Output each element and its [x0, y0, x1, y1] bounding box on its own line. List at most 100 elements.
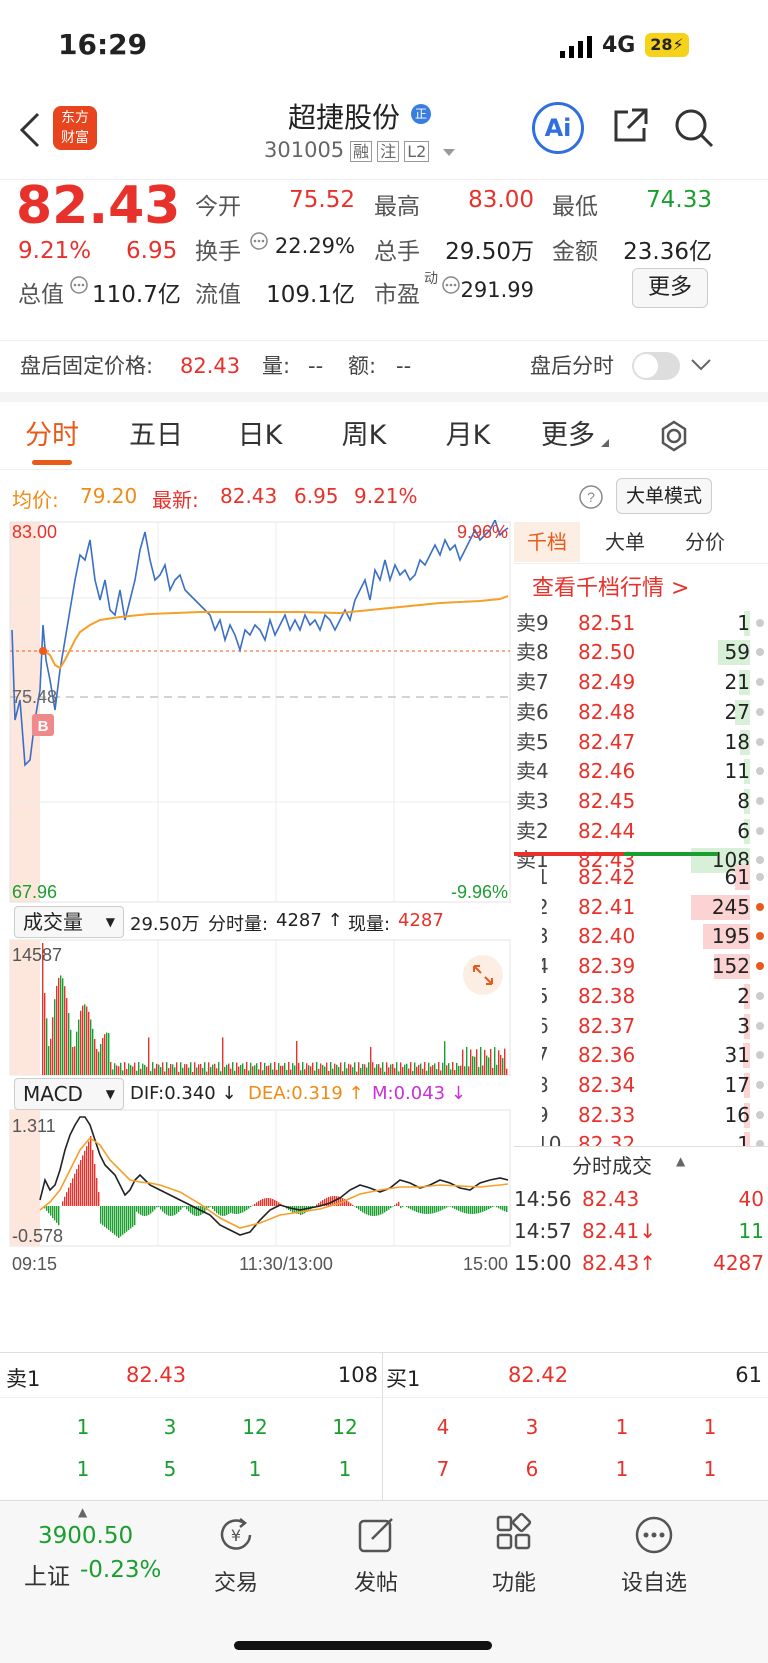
- macd-bar: [134, 1206, 136, 1226]
- chevron-down-icon[interactable]: [690, 357, 712, 373]
- ai-button[interactable]: Ai: [532, 102, 584, 154]
- macd-bar: [108, 1206, 110, 1230]
- search-icon[interactable]: [672, 106, 716, 150]
- macd-bar: [430, 1206, 432, 1214]
- help-icon[interactable]: ?: [578, 484, 604, 510]
- info-icon[interactable]: [250, 232, 268, 250]
- more-button[interactable]: 更多: [632, 268, 708, 308]
- after-price-value: 82.43: [180, 354, 241, 378]
- bottom-nav: ▲ 3900.50 上证 -0.23% ¥ 交易 发帖 功能 设自选: [0, 1500, 768, 1663]
- float-value: 109.1亿: [266, 282, 355, 308]
- price: 82.41: [578, 894, 636, 919]
- volume-selector[interactable]: 成交量 ▼: [14, 906, 124, 938]
- index-pct[interactable]: -0.23%: [80, 1557, 162, 1583]
- volume-bar: [128, 1063, 130, 1075]
- indicator-selector[interactable]: MACD ▼: [14, 1078, 124, 1110]
- tick-time: 15:00: [514, 1251, 572, 1275]
- volume-bar: [344, 1062, 346, 1075]
- bid-row[interactable]: 买2 82.41 245: [542, 892, 768, 924]
- tab-daily-k[interactable]: 日K: [237, 420, 283, 451]
- volume-bar: [234, 1070, 236, 1075]
- volume-bar: [224, 1066, 226, 1075]
- volume-bar: [464, 1066, 466, 1075]
- volume-bar: [372, 1062, 374, 1075]
- bid-divider: [624, 852, 718, 856]
- ask-row[interactable]: 卖5 82.47 18: [516, 727, 768, 759]
- volume-bar: [222, 1037, 224, 1075]
- volume-bar: [404, 1064, 406, 1075]
- back-icon[interactable]: [16, 110, 44, 150]
- expand-button[interactable]: [463, 955, 503, 995]
- queue-cell: 6: [525, 1457, 539, 1481]
- macd-bar: [222, 1206, 224, 1216]
- index-value[interactable]: 3900.50: [38, 1523, 134, 1549]
- volume-bar: [374, 1067, 376, 1075]
- bid-row[interactable]: 买8 82.34 17: [542, 1070, 768, 1102]
- caret-up-icon[interactable]: ▲: [676, 1154, 686, 1168]
- bid-row[interactable]: 买9 82.33 16: [542, 1100, 768, 1132]
- macd-bar: [328, 1197, 330, 1206]
- bid-row[interactable]: 买1 82.42 61: [542, 862, 768, 894]
- tick-volume-value: 4287 ↑: [276, 910, 343, 931]
- bid-row[interactable]: 买5 82.38 2: [542, 981, 768, 1013]
- volume: 27: [724, 699, 750, 724]
- tick-price: 82.43↑: [582, 1251, 657, 1275]
- volume-bar: [412, 1071, 414, 1075]
- tab-five-day[interactable]: 五日: [129, 420, 183, 451]
- volume-bar: [422, 1068, 424, 1075]
- nav-functions[interactable]: 功能: [454, 1512, 574, 1597]
- share-icon[interactable]: [610, 106, 650, 146]
- volume-bar: [76, 1031, 78, 1075]
- volume-bar: [366, 1067, 368, 1075]
- volume-bar: [364, 1064, 366, 1075]
- bid-row[interactable]: 买6 82.37 3: [542, 1011, 768, 1043]
- volume-bar: [314, 1070, 316, 1075]
- tab-weekly-k[interactable]: 周K: [341, 420, 387, 451]
- ask-row[interactable]: 卖2 82.44 6: [516, 816, 768, 848]
- dropdown-icon[interactable]: [442, 148, 456, 158]
- ask-row[interactable]: 卖4 82.46 11: [516, 756, 768, 788]
- price: 82.40: [578, 924, 636, 949]
- ask-row[interactable]: 卖9 82.51 1: [516, 608, 768, 640]
- queue-cell: 1: [703, 1457, 717, 1481]
- level-label: 买5: [542, 983, 549, 1008]
- volume-bar: [98, 1051, 100, 1075]
- macd-bar: [276, 1201, 278, 1206]
- ask-row[interactable]: 卖3 82.45 8: [516, 786, 768, 818]
- buy-signal-badge[interactable]: [32, 714, 54, 736]
- tab-depth[interactable]: 千档: [514, 522, 580, 562]
- volume-bar: [190, 1062, 192, 1075]
- ask-row[interactable]: 卖8 82.50 59: [516, 637, 768, 669]
- bid-row[interactable]: 买4 82.39 152: [542, 951, 768, 983]
- bid-row[interactable]: 买3 82.40 195: [542, 921, 768, 953]
- bid-row[interactable]: 买7 82.36 31: [542, 1040, 768, 1072]
- bid-row[interactable]: 买10 82.32 1: [542, 1129, 768, 1146]
- macd-bar: [48, 1206, 50, 1214]
- level-label: 卖4: [516, 759, 549, 784]
- chart-canvas[interactable]: B 83.00 67.96 75.48 9.96% -9.96% 14587 1…: [0, 520, 548, 1352]
- volume-bar: [230, 1068, 232, 1075]
- tab-intraday[interactable]: 分时: [25, 420, 79, 451]
- nav-watchlist[interactable]: 设自选: [594, 1513, 714, 1597]
- tab-big-order[interactable]: 大单: [605, 530, 645, 554]
- info-icon[interactable]: [442, 276, 460, 294]
- macd-bar: [212, 1206, 214, 1210]
- depth-link[interactable]: 查看千档行情 >: [532, 576, 690, 601]
- volume-bar: [340, 1062, 342, 1075]
- ask-row[interactable]: 卖6 82.48 27: [516, 697, 768, 729]
- tab-monthly-k[interactable]: 月K: [445, 420, 491, 451]
- index-name[interactable]: 上证: [24, 1564, 70, 1590]
- dea-value: DEA:0.319 ↑: [248, 1083, 364, 1104]
- info-icon[interactable]: [70, 276, 88, 294]
- macd-bar: [440, 1206, 442, 1211]
- macd-bar: [204, 1206, 206, 1213]
- tab-more[interactable]: 更多: [541, 420, 595, 451]
- after-chart-toggle[interactable]: [632, 352, 680, 380]
- nav-trade[interactable]: ¥ 交易: [176, 1513, 296, 1597]
- macd-bar: [384, 1206, 386, 1213]
- big-order-mode-button[interactable]: 大单模式: [616, 478, 712, 514]
- tab-price-dist[interactable]: 分价: [685, 530, 725, 554]
- ask-row[interactable]: 卖7 82.49 21: [516, 667, 768, 699]
- nav-post[interactable]: 发帖: [316, 1513, 436, 1597]
- settings-icon[interactable]: [658, 420, 690, 452]
